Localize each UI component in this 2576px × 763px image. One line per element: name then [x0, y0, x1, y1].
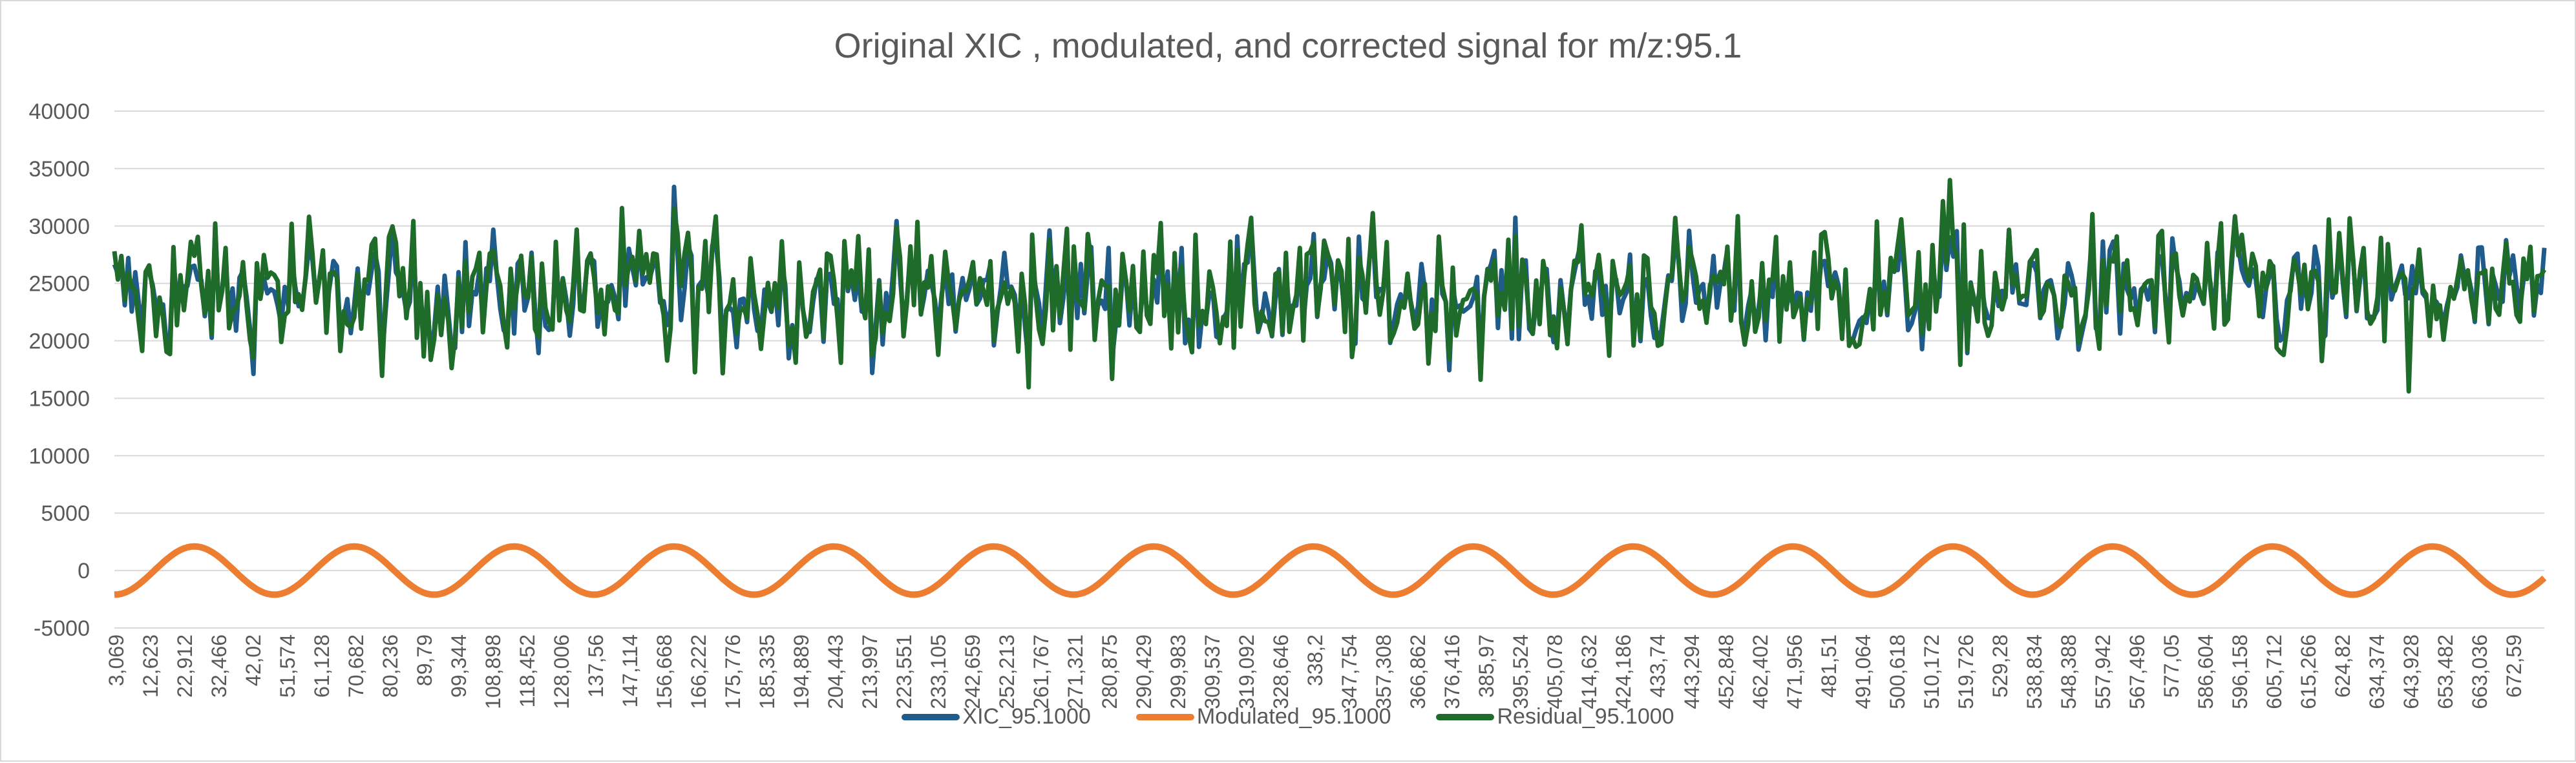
x-tick-label: 271,321 [1064, 634, 1087, 709]
x-tick-label: 443,294 [1680, 634, 1704, 709]
y-tick-label: 40000 [28, 99, 90, 124]
x-tick-label: 185,335 [755, 634, 779, 709]
x-tick-label: 128,006 [550, 634, 573, 709]
legend-label-residual: Residual_95.1000 [1497, 704, 1674, 729]
x-tick-label: 309,537 [1201, 634, 1224, 709]
series-line-residual [112, 178, 2546, 394]
x-tick-label: 376,416 [1441, 634, 1464, 709]
x-tick-label: 233,105 [927, 634, 950, 709]
chart-title: Original XIC , modulated, and corrected … [834, 26, 1742, 65]
x-tick-label: 261,767 [1029, 634, 1053, 709]
x-tick-label: 634,374 [2365, 634, 2389, 709]
y-tick-label: 20000 [28, 329, 90, 354]
x-tick-label: 319,092 [1235, 634, 1258, 709]
x-tick-label: 147,114 [618, 634, 642, 707]
x-tick-label: 12,623 [139, 634, 162, 698]
x-tick-label: 643,928 [2400, 634, 2423, 709]
x-tick-label: 213,997 [858, 634, 882, 709]
x-tick-label: 596,158 [2228, 634, 2252, 709]
x-tick-label: 156,668 [653, 634, 676, 709]
legend-item-residual: Residual_95.1000 [1436, 704, 1674, 729]
x-tick-label: 3,069 [105, 634, 128, 686]
x-tick-label: 22,912 [173, 634, 196, 698]
series-line-modulated [114, 543, 2547, 598]
x-tick-label: 519,726 [1954, 634, 1978, 709]
x-tick-label: 557,942 [2091, 634, 2115, 709]
x-tick-label: 653,482 [2434, 634, 2457, 709]
x-tick-label: 615,266 [2297, 634, 2320, 709]
y-tick-label: 10000 [28, 444, 90, 468]
x-tick-label: 99,344 [447, 634, 470, 698]
x-tick-label: 204,443 [824, 634, 847, 709]
x-tick-label: 242,659 [961, 634, 984, 709]
x-tick-label: 347,754 [1338, 634, 1361, 709]
y-tick-label: -5000 [34, 616, 90, 641]
legend: XIC_95.1000 Modulated_95.1000 Residual_9… [1, 704, 2575, 729]
x-tick-label: 414,632 [1578, 634, 1601, 709]
x-tick-label: 672,59 [2502, 634, 2526, 698]
x-tick-label: 481,51 [1817, 634, 1841, 698]
x-tick-label: 108,898 [481, 634, 505, 709]
x-tick-label: 395,524 [1509, 634, 1532, 709]
x-tick-label: 424,186 [1612, 634, 1635, 709]
x-tick-label: 663,036 [2468, 634, 2491, 709]
x-tick-label: 252,213 [995, 634, 1019, 709]
legend-swatch-modulated [1135, 713, 1194, 720]
x-tick-label: 586,604 [2194, 634, 2217, 709]
x-tick-label: 567,496 [2126, 634, 2149, 709]
x-tick-label: 328,646 [1269, 634, 1293, 709]
x-tick-label: 624,82 [2331, 634, 2354, 698]
x-tick-label: 510,172 [1920, 634, 1943, 709]
x-tick-label: 118,452 [516, 634, 539, 707]
y-tick-label: 15000 [28, 386, 90, 411]
x-tick-label: 42,02 [242, 634, 265, 686]
x-tick-label: 223,551 [892, 634, 916, 709]
y-tick-label: 0 [78, 559, 90, 583]
x-tick-label: 51,574 [276, 634, 299, 698]
y-tick-label: 5000 [41, 501, 90, 526]
legend-swatch-residual [1436, 713, 1495, 720]
legend-label-modulated: Modulated_95.1000 [1196, 704, 1391, 729]
x-tick-label: 61,128 [310, 634, 333, 698]
legend-swatch-xic [902, 713, 960, 720]
x-tick-label: 538,834 [2023, 634, 2046, 709]
x-tick-label: 529,28 [1989, 634, 2012, 698]
x-tick-label: 452,848 [1715, 634, 1738, 709]
x-tick-label: 405,078 [1543, 634, 1567, 709]
x-tick-label: 175,776 [721, 634, 744, 709]
x-tick-label: 605,712 [2263, 634, 2286, 709]
y-tick-label: 25000 [28, 272, 90, 297]
x-tick-label: 491,064 [1852, 634, 1875, 709]
y-tick-label: 30000 [28, 214, 90, 239]
x-tick-label: 32,466 [207, 634, 231, 698]
x-tick-label: 471,956 [1783, 634, 1806, 709]
y-tick-label: 35000 [28, 157, 90, 182]
x-tick-label: 357,308 [1372, 634, 1395, 709]
x-tick-label: 433,74 [1646, 634, 1669, 698]
x-tick-label: 548,388 [2057, 634, 2080, 709]
x-tick-label: 166,222 [687, 634, 710, 709]
x-tick-label: 385,97 [1475, 634, 1498, 698]
x-tick-label: 577,05 [2160, 634, 2183, 698]
legend-item-xic: XIC_95.1000 [902, 704, 1091, 729]
x-tick-label: 500,618 [1886, 634, 1909, 709]
x-tick-label: 462,402 [1749, 634, 1772, 709]
x-tick-label: 194,889 [790, 634, 813, 709]
x-tick-label: 70,682 [344, 634, 368, 698]
x-tick-label: 338,2 [1304, 634, 1327, 686]
x-tick-label: 137,56 [584, 634, 607, 698]
legend-item-modulated: Modulated_95.1000 [1135, 704, 1391, 729]
x-tick-label: 290,429 [1132, 634, 1156, 709]
x-tick-label: 280,875 [1098, 634, 1121, 709]
x-tick-label: 299,983 [1167, 634, 1190, 709]
x-tick-label: 89,79 [413, 634, 436, 686]
legend-label-xic: XIC_95.1000 [962, 704, 1091, 729]
x-tick-label: 366,862 [1406, 634, 1430, 709]
x-tick-label: 80,236 [379, 634, 402, 698]
